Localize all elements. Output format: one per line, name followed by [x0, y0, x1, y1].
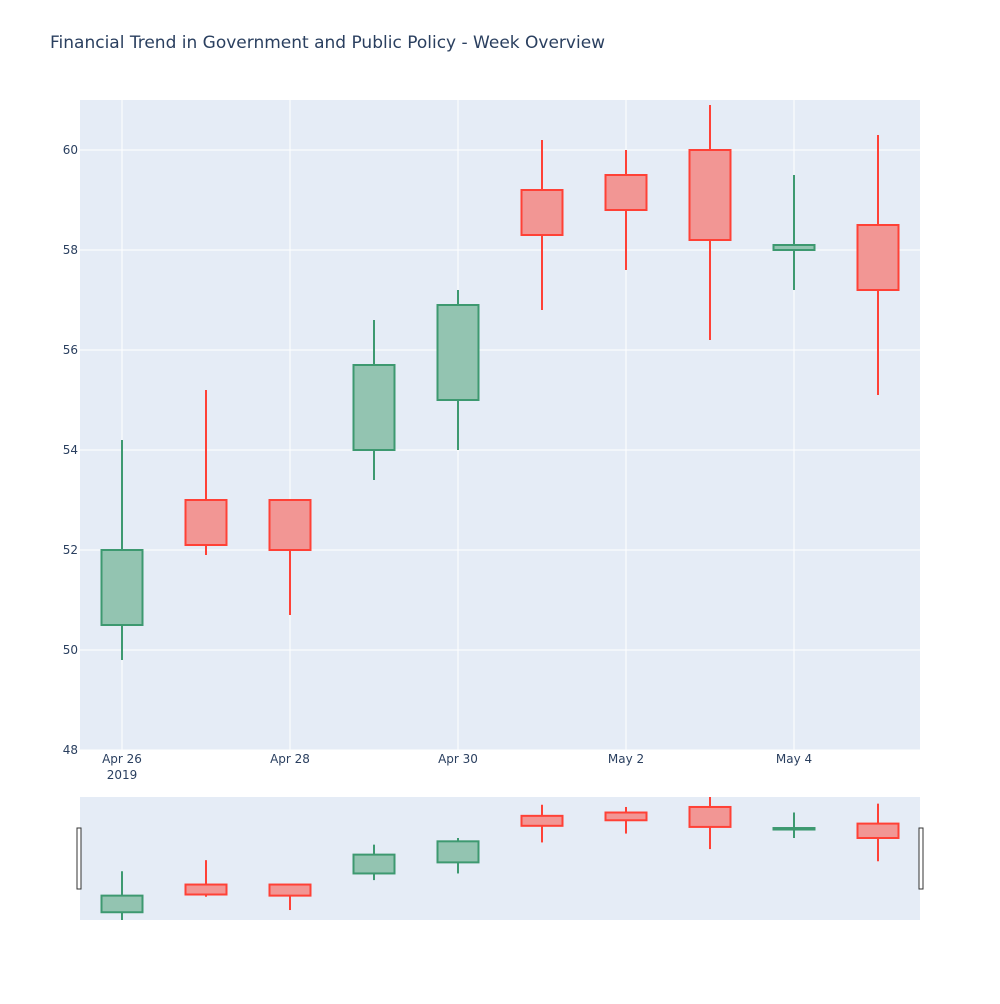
main-candle	[268, 499, 312, 615]
rangeslider-left-handle	[76, 827, 82, 890]
rangeslider-body	[184, 883, 228, 896]
main-body	[856, 224, 900, 291]
y-tick-label: 48	[63, 743, 78, 757]
rangeslider-candle	[604, 806, 648, 834]
main-body	[352, 364, 396, 451]
main-body	[268, 499, 312, 551]
main-candle	[856, 135, 900, 395]
y-tick-label: 56	[63, 343, 78, 357]
rangeslider-body	[856, 822, 900, 840]
main-body	[604, 174, 648, 211]
rangeslider-candle	[268, 883, 312, 911]
main-body	[520, 189, 564, 236]
rangeslider-candle	[688, 797, 732, 850]
rangeslider-candle	[100, 871, 144, 920]
x-tick-label: May 2	[608, 752, 644, 766]
x-tick-label: Apr 26	[102, 752, 142, 766]
rangeslider-candle	[436, 838, 480, 874]
main-candle	[604, 150, 648, 270]
y-tick-label: 54	[63, 443, 78, 457]
rangeslider-candle	[184, 860, 228, 897]
y-tick-label: 60	[63, 143, 78, 157]
main-candle	[100, 440, 144, 660]
main-body	[100, 549, 144, 626]
y-tick-label: 50	[63, 643, 78, 657]
rangeslider-candle	[856, 803, 900, 862]
main-candle	[184, 390, 228, 555]
rangeslider-body	[436, 840, 480, 864]
x-tick-label: Apr 30	[438, 752, 478, 766]
rangeslider-body	[688, 805, 732, 828]
main-candle	[688, 105, 732, 340]
rangeslider-body	[268, 883, 312, 897]
plot-background	[80, 100, 920, 750]
main-body	[772, 244, 816, 251]
x-tick-year-label: 2019	[107, 768, 138, 782]
y-tick-label: 58	[63, 243, 78, 257]
rangeslider-body	[520, 814, 564, 827]
chart-title: Financial Trend in Government and Public…	[50, 33, 606, 53]
rangeslider-right-handle	[918, 827, 924, 890]
rangeslider-background	[80, 797, 920, 920]
rangeslider-candle	[520, 804, 564, 843]
main-body	[184, 499, 228, 546]
main-candle	[352, 320, 396, 480]
main-candle	[520, 140, 564, 310]
x-tick-label: May 4	[776, 752, 812, 766]
main-candle	[436, 290, 480, 450]
main-candle	[772, 175, 816, 290]
y-tick-label: 52	[63, 543, 78, 557]
rangeslider-candle	[352, 844, 396, 881]
rangeslider-body	[772, 827, 816, 831]
rangeslider-body	[352, 853, 396, 875]
rangeslider-body	[100, 894, 144, 914]
main-body	[688, 149, 732, 241]
rangeslider-candle	[772, 812, 816, 838]
x-tick-label: Apr 28	[270, 752, 310, 766]
main-body	[436, 304, 480, 401]
rangeslider-body	[604, 811, 648, 822]
